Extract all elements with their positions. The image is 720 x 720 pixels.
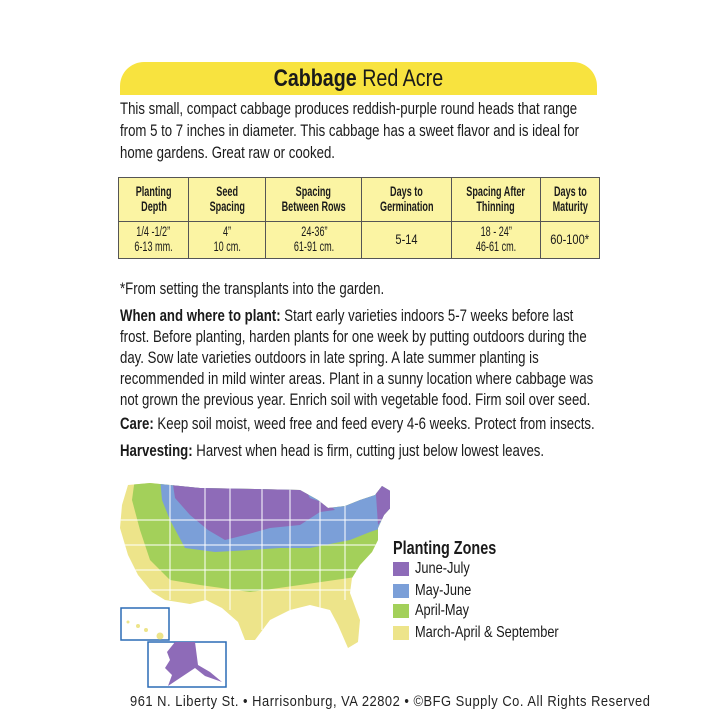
product-title: Cabbage Red Acre	[274, 62, 444, 95]
header-cell: Spacing Between Rows	[264, 177, 363, 222]
when-where-label: When and where to plant:	[120, 307, 281, 325]
title-bold: Cabbage	[273, 65, 357, 92]
header-cell: Days to Maturity	[539, 177, 601, 222]
value-cell: 24-36” 61-91 cm.	[264, 221, 363, 259]
hawaii-islands	[126, 620, 164, 640]
when-where-line: recommended in mild winter areas. Plant …	[120, 370, 594, 388]
title-variety: Red Acre	[362, 65, 444, 92]
zone-june-july-northeast	[375, 483, 390, 525]
header-cell: Spacing After Thinning	[451, 177, 541, 222]
harvesting-text: Harvesting: Harvest when head is firm, c…	[120, 442, 545, 460]
description-line: This small, compact cabbage produces red…	[120, 100, 578, 118]
description-line: home gardens. Great raw or cooked.	[120, 144, 335, 162]
swatch-green	[393, 604, 409, 618]
table-header-row: Planting Depth Seed Spacing Spacing Between…	[118, 177, 601, 222]
title-banner: Cabbage Red Acre	[120, 62, 597, 95]
description-line: from 5 to 7 inches in diameter. This cab…	[120, 122, 580, 140]
header-cell: Planting Depth	[118, 177, 189, 222]
swatch-purple	[393, 562, 409, 576]
table-row: 1/4 -1/2” 6-13 mm. 4” 10 cm. 24-36” 61-91 c…	[118, 221, 601, 259]
when-where-line: not grown the previous year. Enrich soil…	[120, 391, 591, 409]
value-cell: 60-100*	[539, 221, 601, 259]
legend-title: Planting Zones	[393, 538, 497, 558]
state-borders	[120, 483, 390, 630]
swatch-blue	[393, 584, 409, 598]
footnote: *From setting the transplants into the g…	[120, 280, 385, 298]
harvesting-label: Harvesting:	[120, 442, 193, 460]
value-cell: 5-14	[361, 221, 453, 259]
planting-table: Planting Depth Seed Spacing Spacing Between…	[118, 177, 601, 259]
care-label: Care:	[120, 415, 154, 433]
alaska-zone-june-july	[165, 642, 222, 686]
when-where-line: day. Sow late varieties outdoors in late…	[120, 349, 539, 367]
care-text: Care: Keep soil moist, weed free and fee…	[120, 415, 595, 433]
footer-address: 961 N. Liberty St. • Harrisonburg, VA 22…	[130, 693, 651, 710]
when-where-line: frost. Before planting, harden plants fo…	[120, 328, 587, 346]
swatch-yellow	[393, 626, 409, 640]
planting-zone-map	[120, 483, 390, 688]
when-where-line: When and where to plant: Start early var…	[120, 307, 574, 325]
value-cell: 4” 10 cm.	[188, 221, 266, 259]
value-cell: 18 - 24” 46-61 cm.	[451, 221, 541, 259]
header-cell: Seed Spacing	[188, 177, 266, 222]
value-cell: 1/4 -1/2” 6-13 mm.	[118, 221, 189, 259]
header-cell: Days to Germination	[361, 177, 453, 222]
zone-june-july	[172, 483, 335, 540]
